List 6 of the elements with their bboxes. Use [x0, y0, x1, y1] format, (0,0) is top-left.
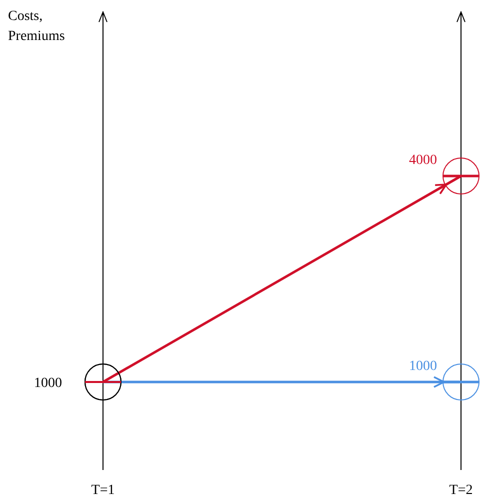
x-tick-label: T=2	[449, 483, 473, 498]
text: Costs, Premiums	[8, 9, 65, 44]
data-label: 1000	[409, 359, 437, 374]
data-label: 4000	[409, 153, 437, 168]
data-label: 1000	[34, 376, 62, 391]
x-tick-label: T=1	[91, 483, 115, 498]
